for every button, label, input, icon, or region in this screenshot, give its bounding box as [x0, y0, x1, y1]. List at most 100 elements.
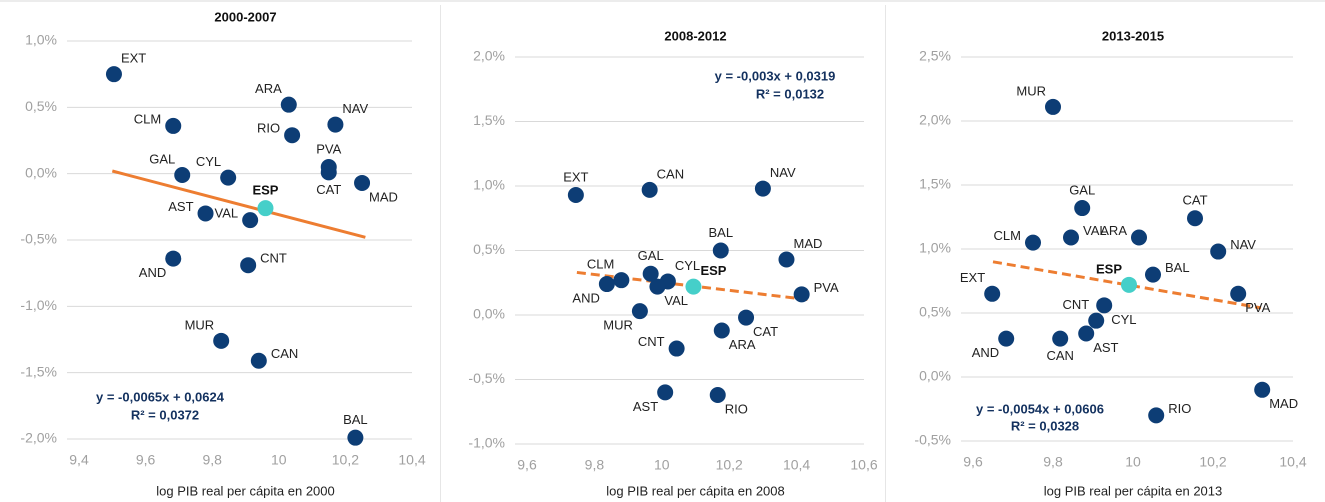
- point: [613, 272, 630, 289]
- chart-title: 2000-2007: [214, 9, 276, 24]
- point-label: VAL: [1083, 223, 1107, 238]
- point: [1230, 285, 1247, 302]
- point-label: ARA: [729, 337, 756, 352]
- x-tick-label: 9,8: [585, 457, 605, 473]
- point-label: RIO: [725, 401, 748, 416]
- point: [657, 384, 674, 401]
- y-tick-label: -0,5%: [914, 432, 951, 448]
- point-label: CYL: [675, 258, 700, 273]
- y-tick-label: -1,5%: [20, 363, 57, 379]
- point-label: AST: [1093, 340, 1118, 355]
- point-label: AST: [168, 199, 193, 214]
- point: [327, 116, 344, 133]
- point-label: CLM: [587, 257, 614, 272]
- point: [567, 187, 584, 204]
- point: [347, 429, 364, 446]
- point: [1210, 243, 1227, 260]
- point-label: MAD: [1269, 396, 1298, 411]
- point: [738, 309, 755, 326]
- point: [641, 181, 658, 198]
- point: [240, 257, 257, 274]
- point: [354, 174, 371, 191]
- trend-equation: y = -0,003x + 0,0319: [715, 68, 836, 83]
- reference-label: ESP: [700, 263, 726, 278]
- x-tick-label: 9,8: [202, 452, 222, 468]
- point-label: RIO: [1168, 401, 1191, 416]
- point: [1052, 330, 1069, 347]
- point-label: NAV: [1230, 237, 1256, 252]
- point: [984, 285, 1001, 302]
- reference-label: ESP: [252, 183, 278, 198]
- point-label: CAT: [753, 324, 778, 339]
- point: [631, 303, 648, 320]
- y-tick-label: -1,0%: [20, 297, 57, 313]
- y-tick-label: -0,5%: [20, 231, 57, 247]
- point-label: AND: [972, 345, 999, 360]
- point: [649, 278, 666, 295]
- point: [1145, 266, 1161, 283]
- trendline: [111, 169, 366, 239]
- point: [105, 66, 122, 83]
- point-label: PVA: [1245, 300, 1270, 315]
- point: [598, 276, 615, 293]
- x-tick-label: 10: [271, 452, 287, 468]
- point-label: PVA: [814, 280, 839, 295]
- reference-point: [685, 278, 702, 295]
- point: [1088, 312, 1105, 329]
- point: [220, 169, 237, 186]
- x-axis-label: log PIB real per cápita en 2013: [1044, 483, 1223, 498]
- x-tick-label: 10: [654, 457, 670, 473]
- point: [320, 164, 337, 181]
- point-label: AST: [633, 399, 658, 414]
- trendline: [992, 260, 1262, 310]
- point: [1074, 200, 1091, 217]
- point: [1078, 325, 1095, 342]
- reference-label: ESP: [1096, 261, 1122, 276]
- point: [165, 250, 182, 267]
- y-tick-label: 2,5%: [919, 48, 951, 64]
- y-tick-label: 0,5%: [919, 304, 951, 320]
- x-axis-label: log PIB real per cápita en 2000: [156, 483, 335, 498]
- y-tick-label: 2,0%: [919, 112, 951, 128]
- point: [1148, 407, 1165, 424]
- point-label: VAL: [215, 206, 239, 221]
- point-label: CYL: [1111, 312, 1136, 327]
- x-tick-label: 9,8: [1043, 454, 1063, 470]
- y-tick-label: 0,0%: [473, 306, 505, 322]
- x-tick-label: 10,2: [1199, 454, 1226, 470]
- point-label: CNT: [260, 251, 287, 266]
- trend-r2: R² = 0,0328: [1011, 418, 1079, 433]
- point-label: CYL: [196, 154, 221, 169]
- point-label: ARA: [1100, 223, 1127, 238]
- point-label: CAT: [1182, 193, 1207, 208]
- y-tick-label: -2,0%: [20, 430, 57, 446]
- trend-r2: R² = 0,0372: [131, 407, 199, 422]
- point-label: CNT: [638, 334, 665, 349]
- point: [998, 330, 1015, 347]
- y-tick-label: 0,0%: [919, 368, 951, 384]
- x-tick-label: 10,4: [1279, 454, 1306, 470]
- point-label: EXT: [960, 270, 985, 285]
- x-tick-label: 10: [1125, 454, 1141, 470]
- point-label: MUR: [185, 317, 215, 332]
- y-tick-label: -0,5%: [468, 370, 505, 386]
- point-label: BAL: [708, 225, 733, 240]
- x-tick-label: 9,4: [69, 452, 89, 468]
- point-label: MAD: [369, 189, 398, 204]
- y-tick-label: 0,0%: [25, 164, 57, 180]
- point-label: CAN: [657, 166, 684, 181]
- panel-divider: [885, 5, 886, 502]
- trend-r2: R² = 0,0132: [756, 86, 824, 101]
- reference-point: [257, 200, 274, 217]
- point: [668, 340, 685, 357]
- point: [1131, 229, 1147, 246]
- point-label: NAV: [342, 101, 368, 116]
- point-label: MUR: [603, 318, 633, 333]
- y-tick-label: 1,5%: [919, 176, 951, 192]
- y-tick-label: 1,0%: [473, 177, 505, 193]
- y-tick-label: 1,0%: [919, 240, 951, 256]
- point-label: NAV: [770, 165, 796, 180]
- point-label: AND: [139, 265, 166, 280]
- point: [165, 117, 182, 134]
